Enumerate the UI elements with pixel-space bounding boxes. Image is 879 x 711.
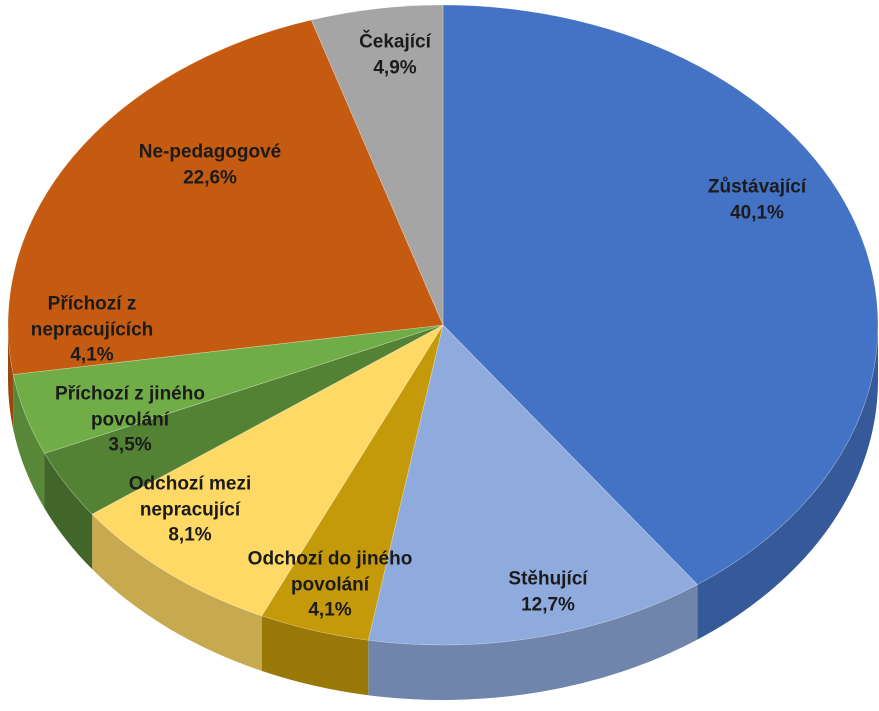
value-label: 40,1% xyxy=(730,202,784,223)
category-label: Ne-pedagogové xyxy=(138,141,282,163)
slice-side xyxy=(92,514,262,671)
slice-side xyxy=(13,374,45,509)
category-label: Zůstávající xyxy=(707,176,807,198)
slice xyxy=(44,324,444,515)
category-label: Příchozí z jiného povolání xyxy=(55,383,205,431)
value-label: 3,5% xyxy=(108,434,152,456)
data-label: Čekající 4,9% xyxy=(335,29,455,80)
data-label: Ne-pedagogové 22,6% xyxy=(100,139,320,190)
value-label: 4,9% xyxy=(373,57,417,78)
data-label: Příchozí z jiného povolání 3,5% xyxy=(40,382,220,459)
category-label: Odchozí mezi nepracující xyxy=(128,473,252,521)
slice xyxy=(7,19,444,375)
category-label: Odchozí do jiného povolání xyxy=(247,548,413,596)
category-label: Čekající xyxy=(359,31,431,53)
data-label: Příchozí z nepracujících 4,1% xyxy=(17,292,167,369)
slice xyxy=(367,324,698,646)
slice xyxy=(261,324,444,641)
value-label: 4,1% xyxy=(308,599,352,621)
data-label: Odchozí mezi nepracující 8,1% xyxy=(95,472,285,549)
slice xyxy=(12,324,444,454)
data-label: Zůstávající 40,1% xyxy=(677,174,837,225)
slice-side xyxy=(261,615,369,696)
category-label: Stěhující xyxy=(508,568,588,590)
value-label: 12,7% xyxy=(521,594,575,615)
slice xyxy=(310,4,444,326)
slice xyxy=(442,4,879,585)
data-label: Odchozí do jiného povolání 4,1% xyxy=(230,547,430,624)
value-label: 8,1% xyxy=(168,524,212,546)
slice-side xyxy=(697,325,878,640)
slice-side xyxy=(44,453,93,570)
value-label: 22,6% xyxy=(183,167,237,188)
value-label: 4,1% xyxy=(70,344,114,366)
slice xyxy=(91,324,444,617)
category-label: Příchozí z nepracujících xyxy=(30,293,154,341)
data-label: Stěhující 12,7% xyxy=(478,566,618,617)
slice-side xyxy=(368,584,698,700)
slice-side xyxy=(8,325,14,430)
